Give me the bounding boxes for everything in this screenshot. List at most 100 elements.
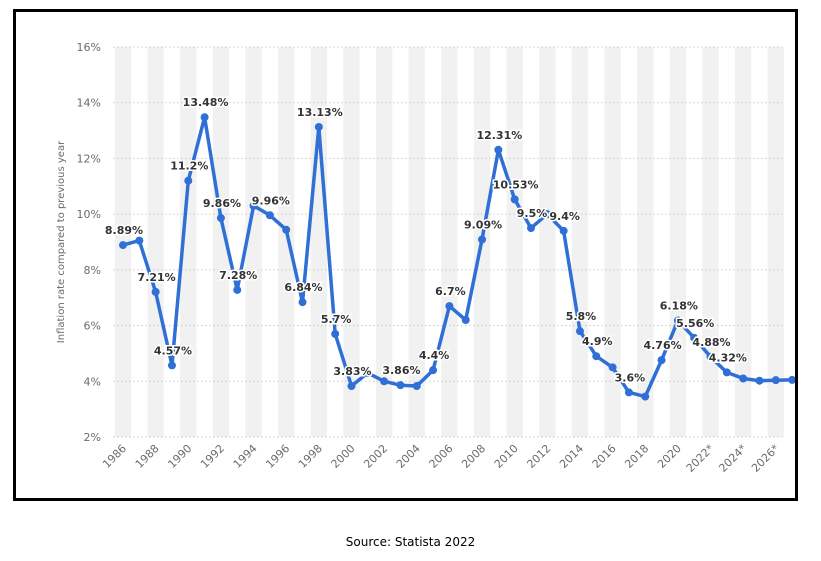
- x-tick-label: 1986: [100, 442, 129, 471]
- x-tick-label: 2024*: [716, 442, 749, 475]
- x-tick-label: 1994: [231, 442, 260, 471]
- data-point: [559, 226, 568, 235]
- data-point: [331, 329, 340, 338]
- data-point: [412, 382, 421, 391]
- data-point: [380, 377, 389, 386]
- data-label: 3.6%: [615, 371, 646, 384]
- data-point: [641, 392, 650, 401]
- data-label: 5.7%: [321, 313, 352, 326]
- data-point: [478, 235, 487, 244]
- year-band: [212, 47, 230, 437]
- x-tick-label: 1992: [198, 442, 227, 471]
- data-point: [429, 366, 438, 375]
- y-tick-label: 8%: [84, 264, 101, 277]
- year-band: [245, 47, 262, 437]
- year-band: [375, 47, 393, 437]
- data-label: 9.96%: [252, 194, 290, 207]
- year-band: [506, 47, 523, 437]
- y-tick-label: 16%: [77, 41, 101, 54]
- x-tick-label: 2022*: [684, 442, 717, 475]
- source-caption: Source: Statista 2022: [345, 535, 476, 549]
- data-point: [543, 210, 552, 219]
- data-label: 7.28%: [219, 269, 257, 282]
- year-band: [539, 47, 556, 437]
- data-label: 6.18%: [660, 300, 698, 313]
- data-point: [657, 356, 666, 365]
- data-point: [298, 298, 307, 307]
- data-label: 7.21%: [138, 271, 176, 284]
- year-band: [180, 47, 197, 437]
- data-label: 9.86%: [203, 197, 241, 210]
- data-point: [527, 224, 535, 233]
- year-band: [343, 47, 360, 437]
- data-point: [314, 122, 323, 131]
- x-tick-label: 1996: [263, 442, 292, 471]
- data-label: 13.13%: [297, 106, 343, 119]
- data-point: [282, 225, 291, 234]
- data-point: [673, 316, 682, 325]
- data-point: [788, 375, 795, 384]
- x-tick-label: 2006: [427, 442, 456, 471]
- year-band: [441, 47, 458, 437]
- data-point: [167, 361, 176, 370]
- data-label: 4.57%: [154, 344, 192, 357]
- year-band: [604, 47, 621, 437]
- y-tick-label: 6%: [84, 320, 101, 333]
- data-label: 6.7%: [435, 285, 466, 298]
- data-point: [690, 333, 699, 342]
- data-label: 5.8%: [566, 310, 597, 323]
- x-tick-label: 1988: [133, 442, 162, 471]
- x-tick-label: 2018: [622, 442, 651, 471]
- x-tick-label: 2002: [361, 442, 390, 471]
- data-label: 5.56%: [676, 317, 714, 330]
- data-point: [461, 316, 470, 324]
- x-tick-label: 2000: [329, 442, 358, 471]
- x-tick-label: 2014: [557, 442, 586, 471]
- data-label: 13.48%: [183, 96, 229, 109]
- year-band: [702, 47, 719, 437]
- data-label: 4.4%: [419, 349, 450, 362]
- data-point: [592, 352, 601, 361]
- x-tick-label: 1990: [165, 442, 194, 471]
- data-label: 9.5%: [517, 207, 548, 220]
- data-label: 3.83%: [333, 365, 371, 378]
- data-point: [510, 195, 519, 204]
- data-point: [347, 382, 356, 391]
- data-point: [706, 352, 715, 361]
- data-point: [249, 201, 258, 210]
- data-point: [363, 368, 372, 377]
- year-band: [310, 47, 327, 437]
- y-tick-label: 10%: [77, 208, 101, 221]
- data-label: 3.86%: [382, 364, 420, 377]
- data-point: [722, 368, 731, 377]
- data-point: [200, 113, 209, 122]
- data-point: [184, 176, 193, 185]
- x-tick-label: 1998: [296, 442, 325, 471]
- data-point: [265, 211, 274, 220]
- y-axis-title: Inflation rate compared to previous year: [56, 140, 67, 343]
- y-tick-label: 14%: [77, 97, 101, 110]
- year-band: [637, 47, 654, 437]
- data-point: [771, 376, 780, 385]
- data-label: 9.09%: [464, 218, 502, 231]
- data-point: [119, 241, 127, 250]
- data-label: 11.2%: [170, 160, 208, 173]
- x-tick-label: 2026*: [749, 442, 782, 475]
- data-point: [445, 302, 454, 311]
- data-label: 8.89%: [105, 224, 143, 237]
- x-tick-label: 2012: [524, 442, 553, 471]
- data-point: [608, 363, 617, 372]
- data-label: 9.4%: [549, 210, 580, 223]
- data-label: 4.9%: [582, 335, 613, 348]
- data-label: 4.32%: [709, 351, 747, 364]
- data-point: [396, 381, 405, 390]
- y-tick-label: 4%: [84, 375, 101, 388]
- x-tick-label: 2010: [492, 442, 521, 471]
- x-tick-label: 2008: [459, 442, 488, 471]
- chart-frame: 2% 4% 6% 8% 10% 12% 14% 16% Inflation rate compa…: [13, 9, 798, 501]
- x-tick-label: 2020: [655, 442, 684, 471]
- year-band: [571, 47, 589, 437]
- data-label: 4.88%: [692, 336, 730, 349]
- year-band: [669, 47, 687, 437]
- data-label: 12.31%: [476, 129, 522, 142]
